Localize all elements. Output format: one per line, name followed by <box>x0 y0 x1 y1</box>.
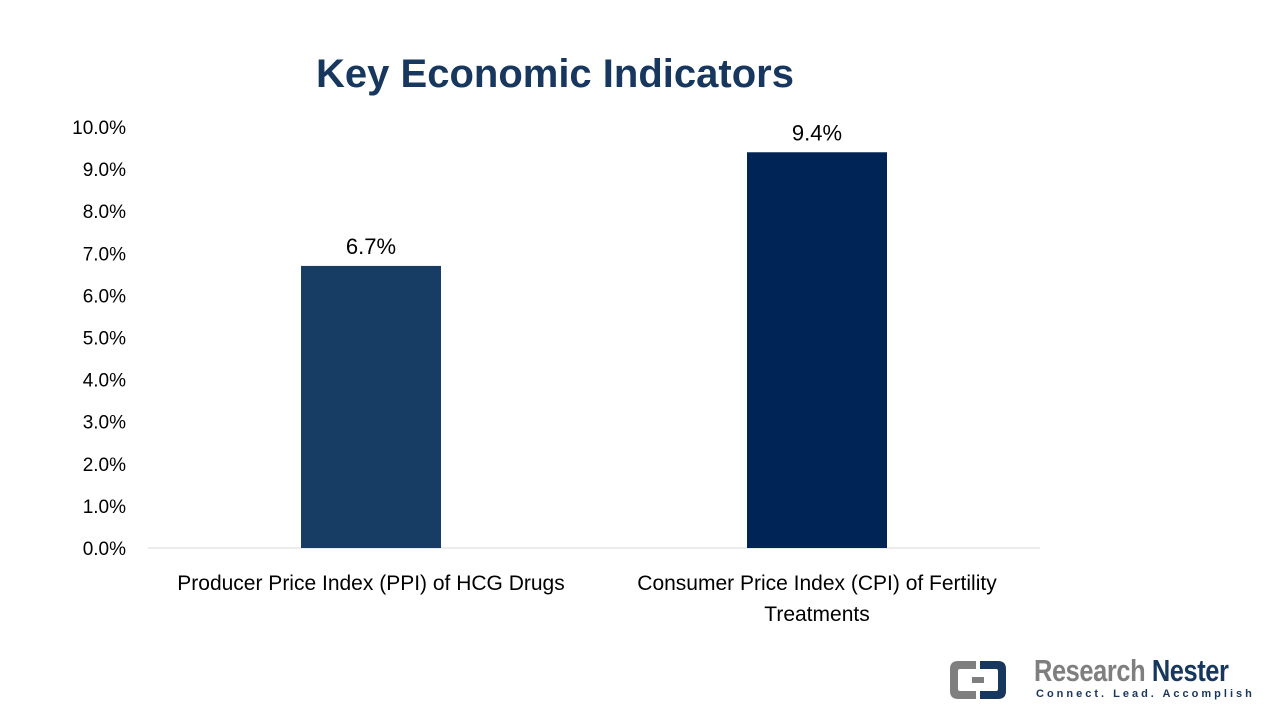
y-tick-label: 9.0% <box>83 160 126 181</box>
bar <box>747 152 887 548</box>
y-tick-label: 7.0% <box>83 244 126 265</box>
y-tick-label: 10.0% <box>72 118 126 139</box>
y-tick-label: 6.0% <box>83 286 126 307</box>
y-tick-label: 5.0% <box>83 329 126 350</box>
y-tick-label: 3.0% <box>83 413 126 434</box>
y-tick-label: 2.0% <box>83 455 126 476</box>
bar-data-label: 6.7% <box>346 234 396 259</box>
research-nester-logo: Research Nester Connect. Lead. Accomplis… <box>946 653 1266 705</box>
logo-word-research: Research <box>1034 653 1146 688</box>
logo-mark-icon <box>950 661 1006 699</box>
x-axis-category-labels: Producer Price Index (PPI) of HCG Drugs C… <box>177 572 997 626</box>
bar <box>301 265 441 548</box>
x-category-label: Producer Price Index (PPI) of HCG Drugs <box>177 572 564 595</box>
logo-word-nester: Nester <box>1151 653 1229 688</box>
chart-title: Key Economic Indicators <box>316 52 794 96</box>
y-tick-label: 1.0% <box>83 497 126 518</box>
bar-data-label: 9.4% <box>792 120 842 145</box>
data-labels: 6.7% 9.4% <box>346 120 842 259</box>
logo-tagline: Connect. Lead. Accomplish <box>1036 688 1255 700</box>
x-category-label: Consumer Price Index (CPI) of Fertility <box>637 572 997 595</box>
y-tick-label: 0.0% <box>83 539 126 560</box>
y-tick-label: 4.0% <box>83 371 126 392</box>
logo-wordmark: Research Nester <box>1034 653 1229 689</box>
bars <box>301 152 887 548</box>
x-category-label: Treatments <box>764 603 869 626</box>
y-tick-label: 8.0% <box>83 202 126 223</box>
y-axis-tick-labels: 0.0% 1.0% 2.0% 3.0% 4.0% 5.0% 6.0% 7.0% 8.0% 9.0%… <box>72 118 126 560</box>
